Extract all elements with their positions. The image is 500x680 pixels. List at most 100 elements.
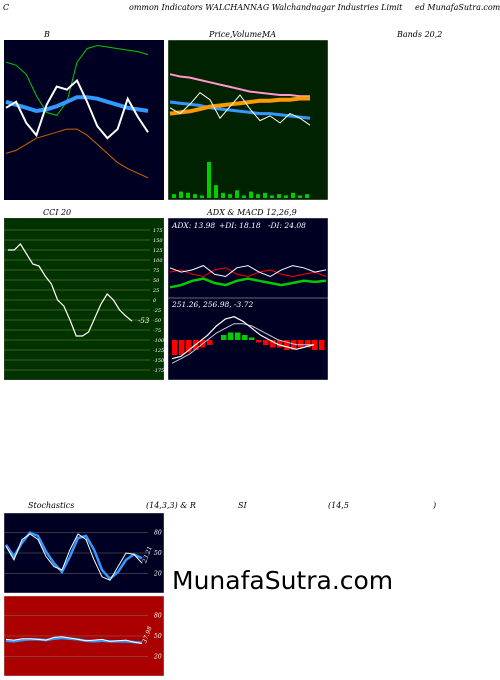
cci-tick-label: 150 bbox=[153, 238, 163, 244]
volume-bar bbox=[249, 191, 253, 198]
macd-histogram-bar bbox=[305, 340, 311, 348]
volume-bar bbox=[228, 194, 232, 198]
macd-histogram-bar bbox=[277, 340, 283, 348]
cci-tick-label: -100 bbox=[153, 338, 164, 344]
ma-orange-line bbox=[169, 96, 310, 116]
macd-bg bbox=[168, 298, 328, 380]
macd-line bbox=[171, 316, 315, 360]
macd-histogram-bar bbox=[256, 340, 262, 343]
volume-bar bbox=[172, 194, 176, 198]
volume-bar bbox=[179, 191, 183, 198]
stochastics-params: (14,3,3) & R bbox=[146, 501, 196, 510]
adx-bg bbox=[168, 218, 328, 298]
macd-histogram-bar bbox=[291, 340, 297, 350]
header-title: ommon Indicators WALCHANNAG Walchandnaga… bbox=[129, 3, 403, 12]
macd-histogram-bar bbox=[207, 340, 213, 345]
cci-tick-label: -50 bbox=[153, 318, 162, 324]
price-title: Price, bbox=[209, 30, 233, 39]
macd-label: 251.26, 256.98, -3.72 bbox=[171, 300, 253, 309]
adx-line bbox=[169, 277, 327, 289]
bollinger-panel bbox=[4, 40, 164, 200]
plus-di-line bbox=[169, 267, 327, 278]
volume-bar bbox=[277, 194, 281, 198]
close-price-line bbox=[169, 92, 311, 126]
macd-histogram-bar bbox=[270, 340, 276, 348]
volume-bar bbox=[256, 194, 260, 198]
macd-panel: 251.26, 256.98, -3.72 bbox=[168, 298, 328, 380]
macd-histogram-bar bbox=[242, 335, 248, 340]
watermark: MunafaSutra.com bbox=[172, 566, 394, 595]
volume-bar bbox=[298, 195, 302, 198]
adx-macd-title: ADX & MACD 12,26,9 bbox=[207, 208, 297, 217]
bollinger-lower-band bbox=[5, 128, 149, 179]
ma-blue-line bbox=[169, 100, 311, 120]
adx-label: ADX: 13.98 bbox=[171, 221, 215, 230]
ma-title: MA bbox=[262, 30, 276, 39]
header-right: ed MunafaSutra.com bbox=[415, 3, 500, 12]
volume-bar bbox=[291, 192, 295, 198]
volume-bar bbox=[284, 195, 288, 198]
cci-tick-label: 50 bbox=[153, 278, 160, 284]
volume-bar bbox=[305, 194, 309, 198]
cci-tick-label: 100 bbox=[153, 258, 163, 264]
rsi-tick-label: 50 bbox=[154, 633, 162, 640]
volume-bar bbox=[214, 185, 218, 198]
price-bg bbox=[168, 40, 328, 200]
stochastics-title: Stochastics bbox=[28, 501, 75, 510]
mdi-label: -DI: 24.08 bbox=[268, 221, 306, 230]
volume-title: Volume, bbox=[232, 30, 265, 39]
macd-histogram-bar bbox=[298, 340, 304, 348]
macd-histogram-bar bbox=[319, 340, 325, 350]
cci-tick-label: -175 bbox=[153, 368, 164, 374]
cci-title: CCI 20 bbox=[43, 208, 72, 217]
bollinger-upper-band bbox=[5, 44, 149, 116]
cci-panel: 175 150 125 100 75 50 25 0 -25 -50 -75 -100 -125 -150… bbox=[4, 218, 164, 380]
volume-bar bbox=[200, 195, 204, 198]
cci-tick-label: 0 bbox=[153, 298, 157, 304]
rsi-tick-label: 80 bbox=[154, 613, 162, 620]
adx-panel: ADX: 13.98 +DI: 18.18 -DI: 24.08 bbox=[168, 218, 328, 298]
volume-bar bbox=[207, 162, 211, 198]
header-left: C bbox=[3, 3, 10, 12]
pdi-label: +DI: 18.18 bbox=[219, 221, 261, 230]
rsi-main-line bbox=[5, 636, 143, 644]
macd-histogram-bar bbox=[186, 340, 192, 353]
stochastics-main-line bbox=[5, 533, 143, 581]
macd-histogram-bar bbox=[249, 337, 255, 340]
cci-tick-label: 175 bbox=[153, 228, 163, 234]
cci-tick-label: 25 bbox=[152, 288, 159, 294]
cci-last-label: -53 bbox=[138, 317, 150, 325]
macd-histogram-bar bbox=[263, 340, 269, 345]
minus-di-line bbox=[169, 265, 327, 278]
cci-tick-label: 75 bbox=[153, 268, 159, 274]
macd-histogram-bar bbox=[228, 332, 234, 340]
macd-histogram-bar bbox=[235, 332, 241, 340]
stochastics-tick-label: 20 bbox=[153, 570, 162, 577]
macd-signal-line bbox=[171, 323, 314, 364]
cci-bg bbox=[4, 218, 164, 380]
ma-pink-line bbox=[169, 73, 310, 98]
cci-tick-label: -150 bbox=[153, 358, 164, 364]
volume-bar bbox=[235, 190, 239, 198]
volume-bar bbox=[242, 195, 246, 198]
volume-bar bbox=[221, 192, 225, 198]
macd-histogram-bar bbox=[284, 340, 290, 350]
macd-histogram-bar bbox=[179, 340, 185, 355]
volume-bar bbox=[263, 192, 267, 198]
macd-histogram-bar bbox=[312, 340, 318, 350]
rsi-params-close: ) bbox=[433, 501, 437, 510]
cci-tick-label: -125 bbox=[153, 348, 164, 354]
cci-line bbox=[8, 243, 133, 337]
macd-histogram-bar bbox=[172, 340, 178, 355]
rsi-title: SI bbox=[238, 501, 247, 510]
cci-tick-label: -25 bbox=[153, 308, 161, 314]
bands-title: Bands 20,2 bbox=[397, 30, 443, 39]
bollinger-price-line bbox=[5, 78, 149, 140]
cci-tick-label: -75 bbox=[153, 328, 161, 334]
cci-tick-label: 125 bbox=[153, 248, 163, 254]
bollinger-title: B bbox=[44, 30, 50, 39]
volume-bar bbox=[270, 195, 274, 198]
volume-bar bbox=[186, 192, 190, 198]
